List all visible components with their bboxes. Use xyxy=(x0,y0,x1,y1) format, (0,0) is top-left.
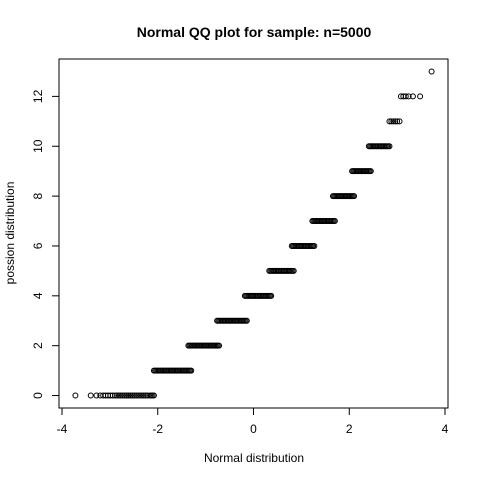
data-point xyxy=(121,392,128,399)
data-point xyxy=(72,392,79,399)
data-point xyxy=(114,392,121,399)
x-tick-label: -4 xyxy=(57,422,68,436)
data-point xyxy=(131,392,138,399)
data-point xyxy=(129,392,136,399)
data-point xyxy=(119,392,126,399)
data-point xyxy=(87,392,94,399)
data-point xyxy=(142,392,149,399)
data-point xyxy=(396,118,403,125)
y-tick-label: 0 xyxy=(31,392,45,399)
data-point xyxy=(390,118,397,125)
data-point xyxy=(311,242,318,249)
data-point xyxy=(428,68,435,75)
x-tick-label: -2 xyxy=(152,422,163,436)
data-point xyxy=(386,143,393,150)
x-tick-label: 0 xyxy=(250,422,257,436)
plot-frame xyxy=(58,58,449,409)
data-point xyxy=(127,392,134,399)
data-point xyxy=(268,292,275,299)
data-point xyxy=(402,93,409,100)
data-point xyxy=(135,392,142,399)
x-axis: -4 -2 0 2 4 xyxy=(57,408,449,436)
chart-title: Normal QQ plot for sample: n=5000 xyxy=(137,24,372,40)
data-point xyxy=(138,392,145,399)
data-point xyxy=(112,392,119,399)
data-point xyxy=(331,218,338,225)
y-tick-label: 6 xyxy=(31,242,45,249)
data-point xyxy=(417,93,424,100)
y-axis: 0 2 4 6 8 10 12 xyxy=(31,89,59,399)
y-tick-label: 12 xyxy=(31,89,45,103)
data-point xyxy=(409,93,416,100)
data-point xyxy=(123,392,130,399)
y-tick-label: 4 xyxy=(31,292,45,299)
data-point xyxy=(386,118,393,125)
data-point xyxy=(133,392,140,399)
data-point xyxy=(188,367,195,374)
data-point xyxy=(367,168,374,175)
x-tick-label: 4 xyxy=(442,422,449,436)
y-axis-label: possion distribution xyxy=(3,182,17,285)
data-point xyxy=(405,93,412,100)
data-point xyxy=(93,392,100,399)
data-points xyxy=(72,68,435,399)
data-point xyxy=(150,392,157,399)
data-point xyxy=(137,392,144,399)
data-point xyxy=(115,392,122,399)
data-point xyxy=(216,342,223,349)
data-point xyxy=(243,317,250,324)
data-point xyxy=(394,118,401,125)
data-point xyxy=(290,267,297,274)
y-tick-label: 2 xyxy=(31,342,45,349)
data-point xyxy=(392,118,399,125)
y-tick-label: 10 xyxy=(31,139,45,153)
data-point xyxy=(388,118,395,125)
x-tick-label: 2 xyxy=(346,422,353,436)
data-point xyxy=(109,392,116,399)
data-point xyxy=(125,392,132,399)
x-axis-label: Normal distribution xyxy=(204,451,304,465)
data-point xyxy=(140,392,147,399)
data-point xyxy=(117,392,124,399)
data-point xyxy=(351,193,358,200)
y-tick-label: 8 xyxy=(31,192,45,199)
